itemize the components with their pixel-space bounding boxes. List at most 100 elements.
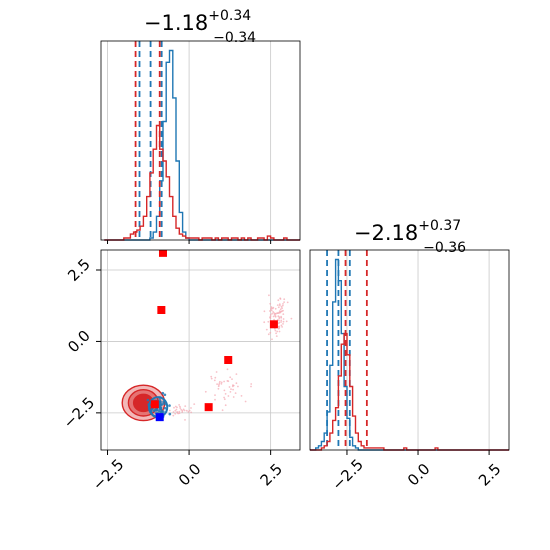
pink-point-0-10 (275, 335, 278, 337)
title-param-2: −2.18+0.37 −0.36 (354, 218, 466, 256)
pink-point-0-59 (269, 315, 272, 318)
pink-point-0-31 (274, 329, 277, 332)
pink-point-0-43 (267, 333, 270, 336)
pink-point-0-0 (278, 317, 281, 320)
pink-point-1-4 (240, 395, 243, 397)
pink-point-1-29 (237, 385, 239, 388)
pink-point-0-87 (276, 304, 279, 306)
histogram-panel-param-1 (100, 40, 301, 244)
pink-point-2-12 (174, 405, 177, 408)
blue-point-56 (159, 400, 162, 404)
joint-scatter-panel: −2.5 0.0 2.5 −2.5 0.0 2.5 (60, 249, 301, 494)
title-param-1-sup: +0.34 (208, 8, 251, 24)
pink-point-0-81 (277, 306, 280, 309)
title-param-2-sup: +0.37 (418, 218, 461, 234)
pink-point-2-25 (176, 411, 179, 414)
pink-point-2-28 (178, 412, 181, 415)
pink-point-1-14 (214, 398, 216, 401)
title-param-2-main: −2.18 (354, 221, 418, 245)
pink-point-0-76 (280, 319, 283, 322)
pink-point-0-46 (283, 298, 286, 301)
pink-point-0-83 (274, 315, 277, 317)
pink-point-1-30 (218, 382, 221, 385)
pink-point-2-1 (184, 419, 186, 421)
blue-point-54 (146, 398, 150, 402)
pink-point-0-26 (286, 301, 289, 304)
hist2-series-0-steps (310, 258, 509, 451)
pink-point-0-15 (282, 318, 285, 320)
pink-point-2-20 (193, 403, 196, 405)
pink-point-2-22 (190, 411, 193, 414)
pink-point-1-20 (216, 383, 219, 385)
pink-point-2-26 (179, 405, 181, 408)
joint-xtick-label-0: −2.5 (89, 455, 127, 493)
pink-point-1-17 (232, 396, 235, 398)
joint-plot-area (121, 250, 293, 422)
pink-point-1-42 (226, 368, 229, 371)
pink-point-0-67 (281, 304, 284, 307)
title-param-1-sub: −0.34 (213, 30, 256, 46)
pink-point-2-24 (180, 408, 183, 411)
pink-point-0-40 (279, 308, 282, 311)
pink-point-1-35 (227, 380, 230, 383)
pink-point-0-51 (269, 317, 272, 319)
joint-xtick-label-2: 2.5 (257, 460, 287, 490)
pink-point-0-34 (276, 330, 279, 333)
joint-xtick-label-1: 0.0 (175, 460, 205, 490)
pink-point-1-41 (217, 385, 220, 388)
pink-point-0-79 (275, 332, 277, 335)
pink-point-0-28 (265, 328, 268, 331)
pink-point-0-12 (283, 301, 285, 303)
pink-point-1-8 (235, 373, 238, 375)
pink-point-0-30 (273, 318, 275, 321)
pink-point-0-58 (269, 314, 272, 316)
pink-point-2-5 (185, 409, 188, 412)
red-square-marker-3 (269, 320, 278, 329)
pink-point-0-18 (282, 323, 284, 325)
pink-point-1-22 (223, 389, 226, 392)
pink-point-0-82 (263, 321, 266, 324)
pink-point-0-84 (277, 299, 280, 302)
joint-frame (100, 249, 301, 451)
pink-point-0-86 (278, 311, 281, 314)
pink-point-1-12 (223, 398, 226, 401)
pink-point-2-7 (172, 414, 175, 417)
pink-point-2-16 (178, 410, 181, 413)
pink-point-0-54 (269, 310, 271, 312)
pink-point-1-31 (220, 381, 223, 384)
pink-point-0-65 (270, 309, 273, 312)
pink-point-1-15 (234, 392, 237, 394)
pink-point-1-43 (232, 384, 235, 387)
pink-point-2-27 (187, 411, 190, 413)
pink-point-1-16 (217, 387, 220, 390)
hist2-series-1-steps (310, 332, 509, 451)
joint-ytick-label-0: −2.5 (60, 394, 98, 432)
pink-point-0-85 (278, 310, 281, 313)
pink-point-2-13 (184, 405, 187, 407)
pink-point-2-4 (178, 404, 181, 406)
pink-point-0-70 (290, 317, 293, 320)
pink-point-1-38 (210, 377, 213, 380)
hist2-xtick-label-0: −2.5 (328, 455, 366, 493)
pink-point-0-19 (281, 326, 283, 328)
pink-point-0-63 (274, 312, 276, 315)
pink-point-0-62 (280, 324, 283, 327)
pink-point-2-11 (179, 407, 182, 409)
pink-point-0-72 (272, 315, 275, 318)
pink-point-1-34 (235, 382, 238, 385)
blue-point-43 (155, 408, 159, 412)
pink-point-1-33 (229, 376, 232, 379)
pink-point-0-60 (274, 307, 277, 310)
title-param-1-main: −1.18 (144, 11, 208, 35)
pink-point-1-39 (227, 395, 230, 397)
pink-point-1-44 (224, 393, 227, 395)
pink-point-1-36 (204, 390, 207, 393)
pink-point-0-57 (282, 303, 284, 305)
pink-point-1-26 (230, 388, 232, 390)
pink-point-1-5 (228, 386, 231, 388)
blue-point-66 (168, 412, 172, 416)
pink-point-2-19 (172, 411, 175, 413)
pink-point-1-1 (214, 394, 216, 396)
pink-point-0-47 (274, 327, 276, 330)
